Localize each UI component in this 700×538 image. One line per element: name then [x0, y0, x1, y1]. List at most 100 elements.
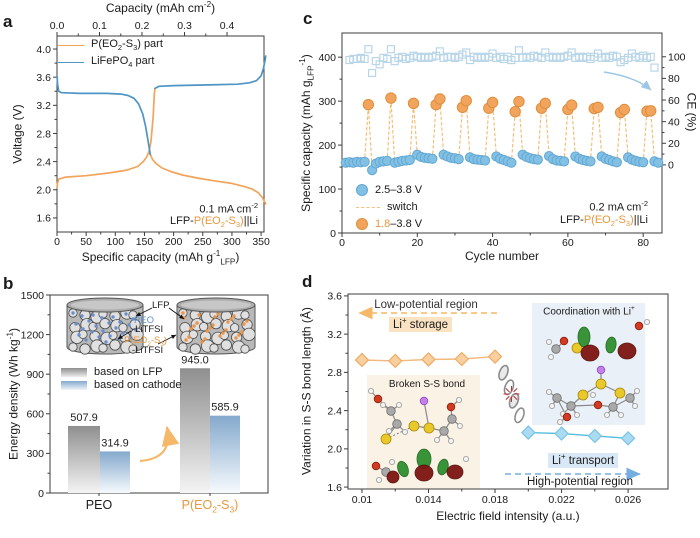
c-current-annotation: 0.2 mA cm-2 [589, 199, 648, 214]
d-x-tick-label: 0.022 [548, 494, 574, 506]
bar-peos-cathode [210, 415, 240, 493]
ce-square-marker [646, 52, 655, 61]
b-inset-pointer-line [117, 330, 132, 340]
atom-C [566, 401, 576, 411]
chain-link [503, 379, 515, 396]
orange-line-swatch [58, 44, 84, 46]
blue-diamond-marker [587, 428, 603, 444]
electrolyte-speck [213, 315, 217, 319]
electrolyte-speck [218, 334, 222, 338]
d-chain-break-illustration [498, 364, 525, 424]
b-y-axis-title: Energy density (Wh kg-1) [5, 328, 21, 460]
atom-H [546, 388, 553, 395]
capacity-25-38-marker [506, 157, 517, 168]
chain-link [498, 364, 509, 381]
lfp-sphere [230, 323, 240, 333]
electrolyte-speck [200, 340, 204, 344]
c-switch-dashed-line [386, 97, 396, 164]
a-x-tick-label: 200 [165, 236, 183, 248]
atom-O [634, 321, 644, 331]
d-molecule-coordination [546, 365, 641, 425]
electrolyte-speck [184, 338, 188, 342]
electrolyte-speck [208, 326, 212, 330]
a-top-axis-title: Capacity (mAh cm-2) [105, 0, 216, 15]
d-orbitals-left [386, 448, 464, 484]
atom-H [367, 387, 374, 394]
b-inset-label-peos: P(EO2-S3) [124, 335, 168, 348]
c-cell-annotation: LFP-P(EO2-S3)||Li [559, 214, 648, 229]
b-inset-pointer-line [157, 334, 177, 345]
d-y-tick-label: 2.4 [327, 405, 342, 417]
atom-H [604, 411, 611, 418]
electrolyte-speck [205, 329, 209, 333]
c-x-tick-label: 60 [562, 237, 574, 249]
electrolyte-speck [114, 326, 118, 330]
a-cell-annotation: LFP-P(EO2-S3)||Li [169, 215, 258, 230]
b-inset-label-peo: PEO [134, 315, 155, 326]
a-x-tick-label: 300 [223, 236, 241, 248]
a-curve-blue [154, 55, 267, 90]
electrolyte-speck [127, 323, 131, 327]
b-inset-label-lfp: LFP [152, 300, 170, 311]
orange-diamond-marker [487, 349, 503, 364]
electrolyte-speck [108, 334, 112, 338]
atom-H [385, 427, 392, 434]
electrolyte-speck [189, 327, 193, 331]
c-legend-item-18: 1.8–3.8 V [356, 218, 422, 231]
a-legend-item-blue: LiFePO4 part [58, 55, 154, 70]
a-x-tick-label: 250 [194, 236, 212, 248]
lfp-sphere [178, 342, 188, 352]
c-x-tick-label: 80 [637, 237, 649, 249]
b-electrode-peos [176, 297, 256, 355]
atom-S [423, 422, 435, 434]
electrolyte-speck [240, 330, 244, 334]
b-legend-label-cathode: based on cathode [94, 379, 182, 391]
c-plot-border [341, 32, 663, 234]
ce-square-marker [360, 54, 369, 64]
a-y-tick-label: 3.2 [36, 100, 51, 112]
capacity-25-38-marker [653, 157, 664, 168]
b-y-tick-label: 1500 [21, 290, 45, 302]
lfp-sphere [189, 343, 201, 355]
d-inset-coordination-box [532, 303, 645, 425]
b-inset-pointer-line [135, 307, 153, 317]
a-top-tick-label: 0.1 [92, 20, 107, 32]
d-x-tick-label: 0.01 [352, 494, 373, 506]
a-curve-blue [56, 74, 152, 156]
panel-c-letter: c [303, 9, 313, 28]
atom-H [401, 428, 408, 435]
b-y-tick-label: 600 [26, 409, 44, 421]
atom-H [462, 455, 469, 462]
d-li-storage-label: Li+ storage [389, 316, 453, 332]
a-x-tick-label: 150 [136, 236, 154, 248]
break-spark [505, 387, 510, 393]
gray-gradient-swatch [61, 367, 87, 377]
ce-square-marker [386, 45, 396, 54]
b-legend-item-cathode: based on cathode [61, 379, 181, 391]
capacity-18-38-marker [645, 105, 657, 117]
atom-H [395, 401, 402, 408]
capacity-18-38-marker [509, 105, 521, 118]
capacity-25-38-marker [611, 157, 622, 168]
lfp-sphere [242, 327, 256, 341]
electrolyte-speck [71, 311, 75, 315]
atom-H [548, 353, 555, 360]
b-increase-arrow [139, 425, 180, 463]
a-plot-border [56, 35, 265, 233]
d-y-axis-title: Variation in S-S bond length (Å) [299, 307, 314, 475]
lfp-sphere [240, 310, 250, 320]
d-orbital-atoms-right [546, 318, 651, 360]
a-y-tick-label: 2.0 [36, 185, 51, 197]
b-category-peo: PEO [85, 498, 113, 512]
bar-peo-cathode [100, 451, 130, 493]
atom-H [644, 318, 651, 325]
electrolyte-speck [94, 324, 98, 328]
electrolyte-speck [121, 331, 125, 335]
electrolyte-speck [216, 312, 220, 316]
capacity-18-38-marker [486, 96, 499, 109]
capacity-18-38-marker [385, 92, 397, 104]
c-y-tick-label: 100 [318, 184, 336, 196]
electrolyte-speck [197, 313, 201, 317]
b-y-tick-label: 300 [26, 448, 44, 460]
capacity-25-38-marker [479, 155, 491, 166]
